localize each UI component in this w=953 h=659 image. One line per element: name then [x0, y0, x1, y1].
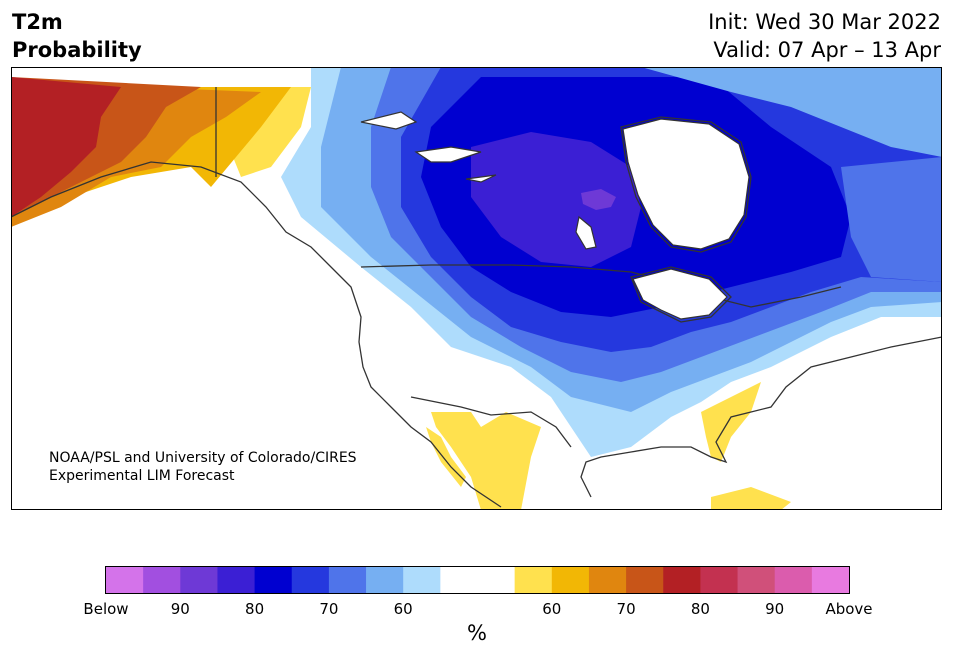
title-line-2: Probability — [12, 38, 142, 62]
colorbar-unit: % — [467, 621, 487, 645]
colorbar-swatch — [737, 567, 776, 593]
us-mexico-border — [410, 396, 572, 448]
map-title: T2m Probability — [12, 8, 142, 64]
colorbar-swatch — [514, 567, 553, 593]
colorbar-tick-label: 70 — [616, 600, 636, 618]
colorbar-tick-label: 90 — [170, 600, 190, 618]
credit-text: NOAA/PSL and University of Colorado/CIRE… — [49, 449, 357, 485]
colorbar-swatch — [663, 567, 701, 593]
pacific-coast-line — [11, 161, 502, 508]
probability-fields — [11, 67, 942, 510]
lake-winnipeg — [575, 215, 597, 250]
colorbar — [105, 566, 850, 594]
colorbar-tick-label: 60 — [542, 600, 562, 618]
hudson-bay — [622, 118, 750, 250]
hudson-bay-outline — [620, 116, 752, 253]
probability-map — [11, 67, 942, 510]
colorbar-swatch — [626, 567, 664, 593]
colorbar-tick-label: 80 — [690, 600, 710, 618]
credit-line-1: NOAA/PSL and University of Colorado/CIRE… — [49, 450, 357, 466]
colorbar-swatch — [217, 567, 256, 593]
colorbar-tick-label: 60 — [393, 600, 413, 618]
cold-northeast-canada — [641, 67, 942, 157]
colorbar-swatch — [328, 567, 367, 593]
warm-cuba — [711, 487, 791, 510]
init-date: Init: Wed 30 Mar 2022 — [708, 10, 941, 34]
warm-band-80 — [11, 77, 121, 217]
colorbar-tick-label: 90 — [765, 600, 785, 618]
colorbar-tick-label: Below — [83, 600, 129, 618]
colorbar-tick-label: 70 — [319, 600, 339, 618]
great-bear-lake — [360, 111, 418, 130]
colorbar-swatch — [180, 567, 218, 593]
colorbar-swatch — [440, 567, 478, 593]
colorbar-swatch — [551, 567, 590, 593]
title-line-1: T2m — [12, 10, 63, 34]
great-lakes-outline — [630, 266, 732, 323]
water-bodies — [360, 111, 750, 320]
colorbar-swatch — [700, 567, 739, 593]
colorbar-swatch — [403, 567, 441, 593]
forecast-dates: Init: Wed 30 Mar 2022 Valid: 07 Apr – 13… — [708, 8, 941, 64]
colorbar-swatch — [143, 567, 181, 593]
great-slave-lake — [414, 146, 482, 163]
cold-labrador — [841, 157, 942, 282]
cold-band-85 — [581, 189, 616, 210]
credit-line-2: Experimental LIM Forecast — [49, 468, 235, 484]
colorbar-swatch — [588, 567, 627, 593]
colorbar-frame — [105, 566, 850, 594]
lake-athabasca — [465, 174, 497, 183]
colorbar-tick-label: 80 — [245, 600, 265, 618]
colorbar-swatch — [254, 567, 293, 593]
valid-date: Valid: 07 Apr – 13 Apr — [713, 38, 941, 62]
colorbar-swatch — [774, 567, 813, 593]
colorbar-swatch — [477, 567, 516, 593]
colorbar-swatch — [291, 567, 330, 593]
cold-band-80 — [471, 132, 641, 267]
colorbar-swatch — [366, 567, 404, 593]
great-lakes — [632, 268, 728, 320]
colorbar-tick-label: Above — [825, 600, 873, 618]
colorbar-swatch — [811, 567, 850, 593]
atlantic-coast-line — [580, 336, 942, 498]
colorbar-swatch — [106, 567, 144, 593]
map-frame — [11, 67, 942, 510]
warm-southwest-mexico — [431, 412, 541, 510]
